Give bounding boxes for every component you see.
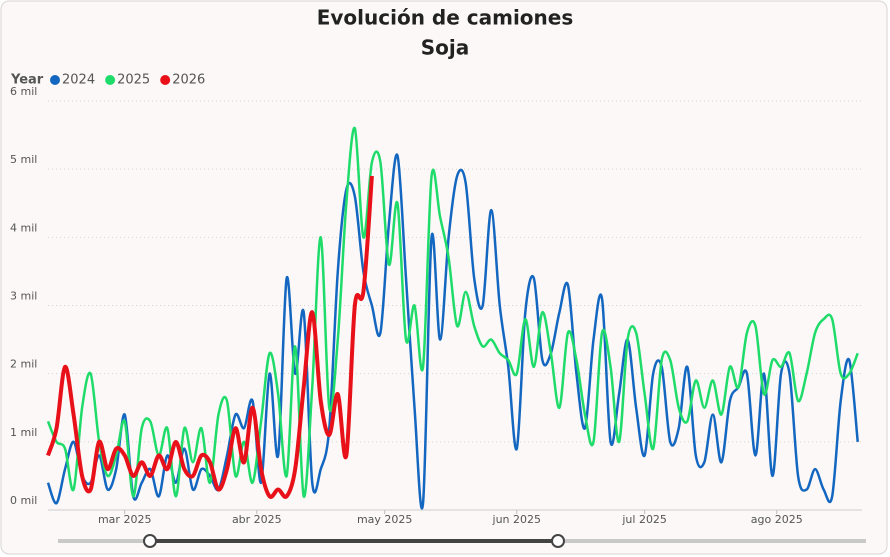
y-tick-label: 0 mil bbox=[10, 494, 37, 507]
series-line bbox=[46, 175, 374, 500]
series-line bbox=[46, 126, 859, 498]
x-tick-label: mar 2025 bbox=[98, 513, 151, 526]
legend-marker bbox=[160, 75, 171, 85]
slider-handle-end[interactable] bbox=[551, 534, 565, 548]
axes: 0 mil 1 mil 2 mil 3 mil 4 mil 5 mil 6 mil mar 2… bbox=[10, 85, 862, 526]
x-tick-label: may 2025 bbox=[357, 513, 412, 526]
chart-subtitle: Soja bbox=[421, 36, 470, 60]
series-line bbox=[46, 153, 859, 510]
y-tick-label: 3 mil bbox=[10, 290, 37, 303]
x-tick-label: ago 2025 bbox=[751, 513, 803, 526]
legend-label: 2025 bbox=[117, 73, 150, 88]
slider-handle-start[interactable] bbox=[143, 534, 157, 548]
x-tick-label: jun 2025 bbox=[492, 513, 542, 526]
y-tick-label: 2 mil bbox=[10, 358, 37, 371]
chart-title: Evolución de camiones bbox=[317, 6, 574, 30]
legend: 2024 2025 2026 bbox=[50, 73, 205, 88]
legend-label: 2026 bbox=[172, 73, 205, 88]
y-tick-label: 4 mil bbox=[10, 221, 37, 234]
legend-marker bbox=[50, 75, 60, 85]
legend-label: 2024 bbox=[62, 73, 95, 88]
plot-area bbox=[46, 126, 859, 510]
y-tick-label: 6 mil bbox=[10, 85, 37, 98]
y-tick-label: 5 mil bbox=[10, 153, 37, 166]
x-tick-label: abr 2025 bbox=[232, 513, 282, 526]
x-tick-label: jul 2025 bbox=[621, 513, 667, 526]
legend-marker bbox=[105, 75, 116, 85]
legend-title: Year bbox=[10, 73, 44, 88]
y-tick-label: 1 mil bbox=[10, 426, 37, 439]
